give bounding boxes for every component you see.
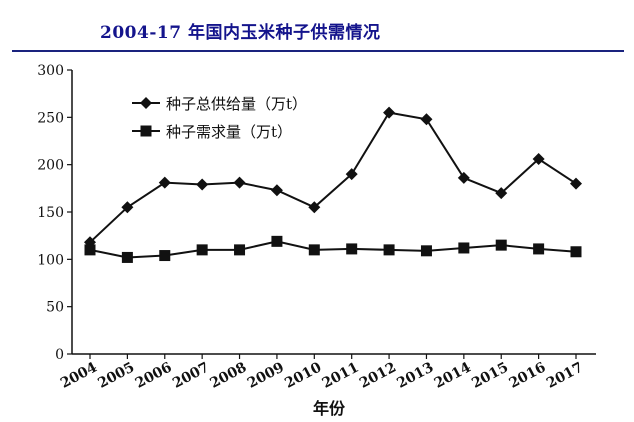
chart-title: 2004-17 年国内玉米种子供需情况 [100,23,381,43]
x-tick-label: 2015 [469,359,511,391]
x-tick-label: 2016 [507,359,549,391]
data-point-2 [420,245,432,257]
data-point-1 [158,176,171,189]
y-tick-label: 200 [37,158,64,174]
y-tick-label: 300 [37,63,64,79]
x-tick-label: 2013 [394,359,436,391]
legend-label-1: 种子总供给量（万t） [166,95,307,113]
x-tick-label: 2014 [432,359,474,392]
data-point-2 [196,244,208,256]
data-point-1 [532,152,545,165]
legend-marker-1 [140,97,152,109]
y-tick-label: 150 [37,205,64,221]
data-point-1 [383,106,396,119]
series-line-1 [89,111,577,244]
data-point-1 [233,176,246,189]
x-tick-label: 2009 [245,359,287,391]
data-point-2 [84,244,96,256]
data-point-2 [346,243,358,255]
data-point-1 [121,201,134,214]
data-point-2 [308,244,320,256]
y-tick-label: 250 [37,110,64,126]
x-tick-label: 2005 [95,359,137,391]
data-point-1 [196,178,209,191]
title-underline [12,50,624,52]
x-tick-label: 2012 [357,359,399,391]
data-point-2 [159,250,171,262]
data-point-1 [270,184,283,197]
x-tick-label: 2006 [133,359,175,391]
data-point-1 [570,177,582,190]
data-point-1 [420,113,433,126]
data-point-2 [121,251,133,263]
series-line-2 [89,240,577,259]
x-tick-label: 2004 [58,359,100,392]
data-point-1 [457,171,470,184]
x-tick-label: 2008 [207,359,249,391]
data-point-2 [495,239,507,251]
data-point-2 [533,243,545,255]
x-axis-label: 年份 [313,399,346,418]
data-point-2 [570,246,582,258]
data-point-1 [345,168,358,181]
x-tick-label: 2010 [282,359,324,392]
legend-marker-2 [140,125,152,137]
x-tick-label: 2017 [544,359,586,391]
y-tick-label: 0 [55,347,64,363]
x-tick-label: 2011 [320,359,362,391]
data-point-2 [458,242,470,254]
x-tick-label: 2007 [170,359,212,391]
data-point-2 [383,244,395,256]
data-point-2 [271,235,283,247]
data-point-1 [308,201,321,214]
data-point-1 [495,187,508,200]
data-point-2 [234,244,246,256]
y-tick-label: 100 [37,252,64,268]
y-tick-label: 50 [46,300,64,316]
legend-label-2: 种子需求量（万t） [166,123,292,141]
